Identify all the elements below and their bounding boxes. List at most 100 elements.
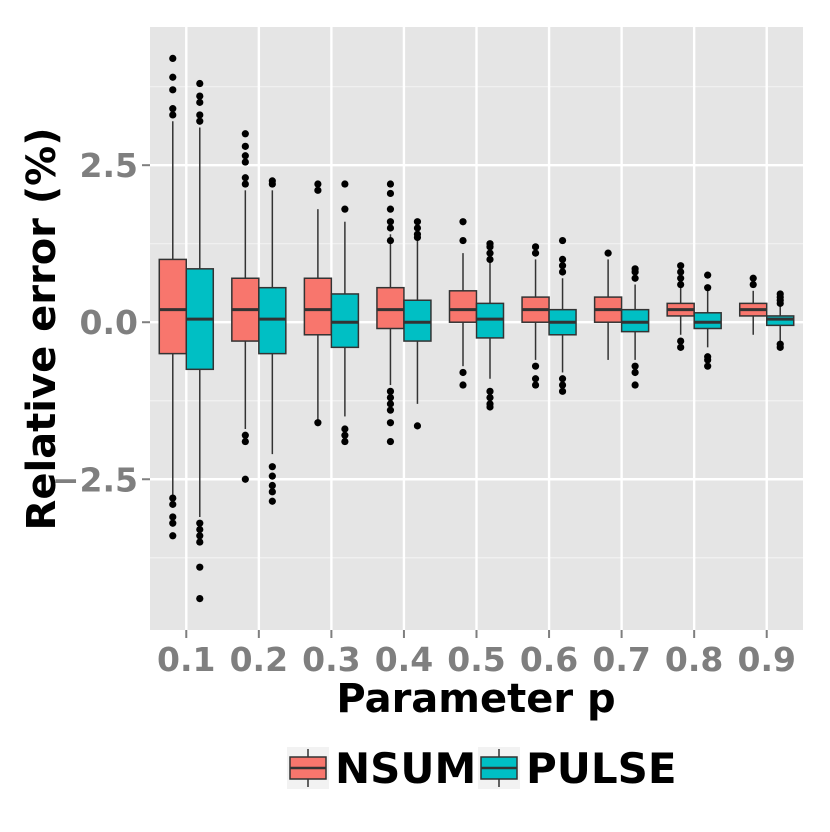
x-tick-label: 0.6: [520, 640, 578, 679]
y-tick-label: 0.0: [80, 303, 138, 342]
outlier-point: [169, 86, 177, 94]
outlier-point: [558, 375, 567, 383]
outlier-point: [413, 422, 422, 430]
x-tick-label: 0.7: [592, 640, 650, 679]
outlier-point: [268, 180, 276, 188]
outlier-point: [196, 111, 204, 119]
outlier-point: [486, 387, 494, 395]
outlier-point: [558, 262, 567, 270]
outlier-point: [268, 472, 276, 480]
outlier-point: [386, 218, 395, 226]
outlier-point: [749, 280, 757, 289]
outlier-point: [677, 343, 685, 351]
outlier-point: [386, 180, 395, 188]
x-axis-title: Parameter p: [336, 676, 615, 722]
box-pulse-0.9: [765, 290, 795, 351]
outlier-point: [169, 54, 177, 63]
outlier-point: [386, 387, 395, 395]
outlier-point: [486, 249, 494, 257]
outlier-point: [241, 130, 249, 138]
box-body: [158, 258, 188, 355]
box-pulse-0.2: [258, 177, 287, 505]
outlier-point: [677, 268, 685, 276]
outlier-point: [268, 488, 276, 496]
box-pulse-0.6: [548, 236, 577, 395]
outlier-point: [196, 92, 204, 100]
outlier-point: [386, 393, 395, 402]
outlier-point: [531, 375, 540, 383]
outlier-point: [196, 538, 204, 546]
outlier-point: [386, 419, 395, 427]
boxplot-layer: [158, 54, 795, 603]
box-body: [403, 299, 432, 342]
box-pulse-0.8: [693, 271, 722, 370]
box-pulse-0.1: [185, 79, 215, 603]
x-tick-label: 0.8: [665, 640, 723, 679]
box-pulse-0.3: [330, 180, 360, 446]
outlier-point: [341, 205, 349, 213]
outlier-point: [631, 274, 639, 282]
outlier-point: [749, 274, 757, 282]
outlier-point: [268, 481, 276, 490]
outlier-point: [386, 236, 395, 245]
box-body: [303, 277, 333, 336]
outlier-point: [631, 381, 639, 389]
box-body: [258, 286, 287, 355]
outlier-point: [558, 387, 567, 395]
box-nsum-0.9: [738, 274, 768, 335]
legend-label: NSUM: [335, 744, 476, 793]
box-nsum-0.6: [521, 243, 550, 389]
outlier-point: [169, 532, 177, 540]
outlier-point: [776, 299, 784, 307]
outlier-point: [268, 463, 276, 471]
outlier-point: [386, 400, 395, 408]
outlier-point: [413, 218, 422, 226]
box-body: [620, 308, 650, 333]
box-nsum-0.3: [303, 180, 333, 427]
outlier-point: [677, 280, 685, 289]
outlier-point: [704, 356, 712, 364]
outlier-point: [631, 368, 639, 377]
outlier-point: [196, 563, 204, 571]
outlier-point: [631, 268, 639, 276]
outlier-point: [314, 186, 322, 194]
outlier-point: [558, 236, 567, 245]
x-tick-label: 0.2: [230, 640, 288, 679]
legend: NSUM PULSE: [287, 744, 677, 793]
outlier-point: [531, 243, 540, 251]
outlier-point: [531, 381, 540, 389]
outlier-point: [386, 205, 395, 213]
outlier-point: [486, 243, 494, 251]
outlier-point: [531, 362, 540, 370]
outlier-point: [531, 249, 540, 257]
outlier-point: [196, 98, 204, 106]
x-tick-label: 0.4: [375, 640, 433, 679]
box-nsum-0.7: [593, 249, 623, 360]
legend-label: PULSE: [526, 744, 677, 793]
x-tick-label: 0.5: [447, 640, 505, 679]
outlier-point: [677, 337, 685, 345]
outlier-point: [386, 437, 395, 446]
outlier-point: [196, 594, 204, 603]
legend-item-pulse: PULSE: [478, 744, 677, 793]
outlier-point: [241, 437, 249, 446]
outlier-point: [704, 284, 712, 292]
box-pulse-0.7: [620, 265, 650, 389]
outlier-point: [386, 224, 395, 232]
box-nsum-0.4: [376, 180, 405, 446]
y-tick-label: −2.5: [52, 460, 138, 499]
outlier-point: [776, 343, 784, 351]
outlier-point: [314, 180, 322, 188]
outlier-point: [268, 497, 276, 505]
outlier-point: [459, 381, 467, 389]
outlier-point: [314, 419, 322, 427]
outlier-point: [241, 180, 249, 188]
outlier-point: [196, 519, 204, 527]
box-nsum-0.5: [448, 218, 478, 389]
outlier-point: [196, 117, 204, 125]
outlier-point: [341, 425, 349, 433]
outlier-point: [241, 431, 249, 439]
outlier-point: [341, 180, 349, 188]
outlier-point: [169, 494, 177, 502]
